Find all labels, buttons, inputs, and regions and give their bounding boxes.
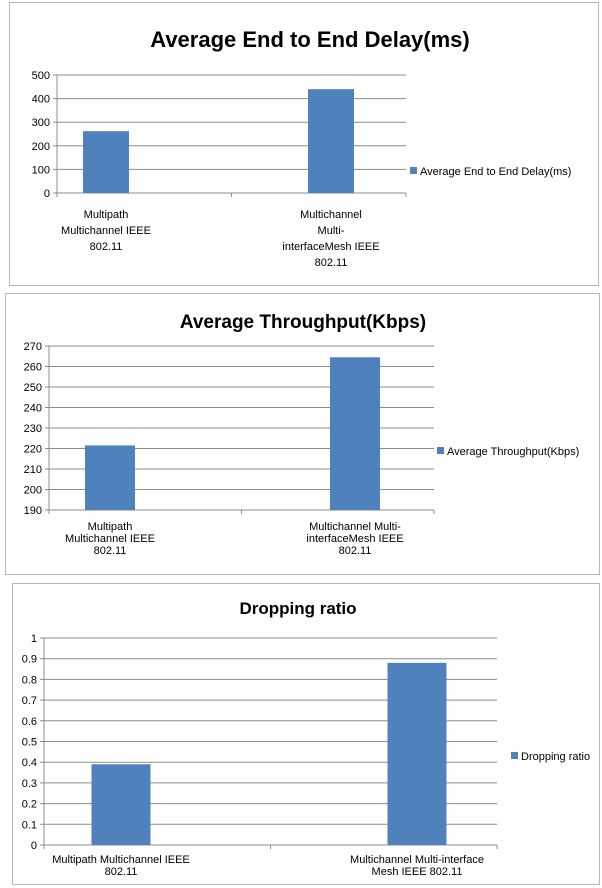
delay-y-tick-label: 0 bbox=[44, 188, 50, 200]
throughput-category-label: Multipath bbox=[88, 521, 133, 533]
dropping-ratio-y-tick-label: 0.3 bbox=[22, 778, 37, 790]
delay-chart-panel: Average End to End Delay(ms) 0 100 200 300 40… bbox=[9, 2, 599, 286]
dropping-ratio-bar-2 bbox=[387, 662, 447, 845]
delay-legend-label: Average End to End Delay(ms) bbox=[420, 166, 571, 178]
throughput-y-tick-label: 220 bbox=[24, 444, 42, 456]
throughput-chart: Average Throughput(Kbps) 190 200 210 220 230 2… bbox=[24, 312, 580, 557]
dropping-ratio-y-tick-label: 0.5 bbox=[22, 737, 37, 749]
throughput-category-label: Multichannel IEEE bbox=[65, 533, 155, 545]
dropping-ratio-y-tick-label: 0.6 bbox=[22, 716, 37, 728]
delay-bar-1 bbox=[83, 131, 129, 193]
throughput-y-tick-label: 240 bbox=[24, 403, 42, 415]
throughput-y-tick-label: 260 bbox=[24, 362, 42, 374]
delay-chart: Average End to End Delay(ms) 0 100 200 300 40… bbox=[32, 27, 572, 269]
dropping-ratio-y-tick-label: 0.1 bbox=[22, 819, 37, 831]
delay-category-label: interfaceMesh IEEE bbox=[282, 241, 379, 253]
delay-category-label: Multi- bbox=[318, 225, 345, 237]
dropping-ratio-y-tick-label: 1 bbox=[31, 633, 37, 645]
dropping-ratio-y-tick-label: 0.2 bbox=[22, 799, 37, 811]
throughput-legend-swatch bbox=[437, 447, 444, 454]
throughput-y-tick-label: 210 bbox=[24, 464, 42, 476]
dropping-ratio-chart-panel: Dropping ratio 0 0.1 0.2 0.3 0.4 0.5 0.6 0.7 0.8 0… bbox=[12, 583, 600, 885]
throughput-category-label: Multichannel Multi- bbox=[309, 521, 401, 533]
delay-category-label: Multichannel IEEE bbox=[61, 225, 151, 237]
delay-y-tick-label: 200 bbox=[32, 141, 50, 153]
dropping-ratio-chart-title: Dropping ratio bbox=[239, 599, 356, 618]
throughput-y-tick-label: 270 bbox=[24, 341, 42, 353]
delay-legend-swatch bbox=[410, 167, 417, 174]
delay-category-label: 802.11 bbox=[315, 257, 348, 269]
throughput-y-tick-label: 250 bbox=[24, 382, 42, 394]
delay-bar-2 bbox=[308, 89, 354, 193]
dropping-ratio-y-tick-label: 0.7 bbox=[22, 695, 37, 707]
throughput-category-label: 802.11 bbox=[339, 545, 372, 557]
delay-chart-title: Average End to End Delay(ms) bbox=[150, 27, 469, 52]
dropping-ratio-bar-1 bbox=[91, 764, 151, 845]
dropping-ratio-y-tick-label: 0.9 bbox=[22, 654, 37, 666]
dropping-ratio-category-label: Multipath Multichannel IEEE bbox=[52, 854, 190, 866]
delay-category-label: 802.11 bbox=[90, 241, 123, 253]
throughput-y-tick-label: 230 bbox=[24, 423, 42, 435]
throughput-category-label: interfaceMesh IEEE bbox=[306, 533, 403, 545]
delay-y-tick-label: 100 bbox=[32, 164, 50, 176]
throughput-legend-label: Average Throughput(Kbps) bbox=[447, 446, 579, 458]
delay-y-tick-label: 400 bbox=[32, 94, 50, 106]
dropping-ratio-category-label: 802.11 bbox=[105, 866, 138, 878]
throughput-y-tick-label: 190 bbox=[24, 505, 42, 517]
dropping-ratio-category-label: Mesh IEEE 802.11 bbox=[372, 866, 463, 878]
throughput-y-tick-label: 200 bbox=[24, 485, 42, 497]
dropping-ratio-chart: Dropping ratio 0 0.1 0.2 0.3 0.4 0.5 0.6 0.7 0.8 0… bbox=[22, 599, 590, 878]
dropping-ratio-category-label: Multichannel Multi-interface bbox=[350, 854, 484, 866]
throughput-category-label: 802.11 bbox=[94, 545, 127, 557]
dropping-ratio-legend-label: Dropping ratio bbox=[521, 751, 590, 763]
dropping-ratio-y-tick-label: 0 bbox=[31, 840, 37, 852]
dropping-ratio-y-tick-label: 0.4 bbox=[22, 757, 37, 769]
throughput-bar-1 bbox=[85, 445, 135, 510]
delay-y-tick-label: 300 bbox=[32, 117, 50, 129]
delay-category-label: Multipath bbox=[84, 209, 129, 221]
dropping-ratio-legend-swatch bbox=[511, 752, 518, 759]
throughput-chart-panel: Average Throughput(Kbps) 190 200 210 220 230 2… bbox=[5, 293, 600, 575]
throughput-chart-title: Average Throughput(Kbps) bbox=[180, 312, 426, 333]
delay-category-label: Multichannel bbox=[300, 209, 362, 221]
delay-y-tick-label: 500 bbox=[32, 70, 50, 82]
dropping-ratio-y-tick-label: 0.8 bbox=[22, 674, 37, 686]
throughput-bar-2 bbox=[330, 357, 380, 510]
